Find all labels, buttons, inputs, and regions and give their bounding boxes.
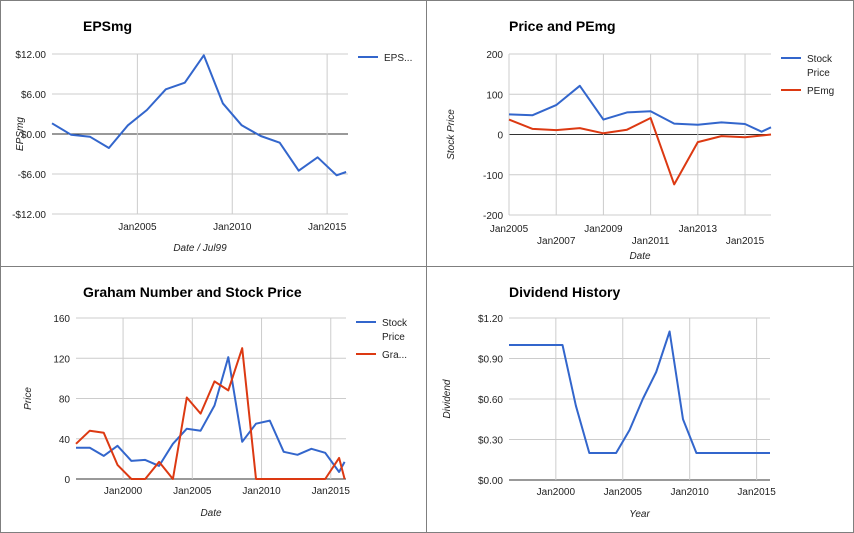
y-axis-label: EPSmg bbox=[15, 117, 26, 151]
x-tick-label: Jan2000 bbox=[537, 487, 576, 498]
y-tick-label: $0.00 bbox=[21, 130, 46, 141]
legend-label: EPS... bbox=[384, 53, 412, 64]
chart-panel-price-pemg: Price and PEmg 200 100 0 -100 -200 Jan2005 Jan2… bbox=[426, 0, 854, 267]
series-line bbox=[75, 347, 346, 480]
chart-title: Dividend History bbox=[509, 284, 620, 300]
x-axis-label: Date bbox=[200, 508, 222, 519]
x-axis-label: Date bbox=[629, 251, 651, 262]
x-tick-label: Jan2015 bbox=[726, 236, 765, 247]
chart-svg: Graham Number and Stock Price 160 120 80 40 0… bbox=[23, 284, 408, 519]
x-tick-label: Jan2015 bbox=[312, 486, 351, 497]
y-tick-label: -200 bbox=[483, 211, 503, 222]
y-tick-label: $12.00 bbox=[15, 50, 46, 61]
legend-label: Stock Price bbox=[807, 54, 833, 79]
y-tick-label: 80 bbox=[59, 395, 71, 406]
legend-label: Stock Price bbox=[382, 318, 408, 343]
x-tick-label: Jan2005 bbox=[173, 486, 212, 497]
x-tick-label: Jan2005 bbox=[118, 222, 157, 233]
x-tick-label: Jan2011 bbox=[632, 236, 670, 247]
chart-svg: Price and PEmg 200 100 0 -100 -200 Jan2005 Jan2… bbox=[446, 18, 834, 262]
series-line bbox=[508, 84, 772, 133]
y-tick-label: -$6.00 bbox=[18, 170, 47, 181]
chart-svg: Dividend History $1.20 $0.90 $0.60 $0.30 $0.0… bbox=[442, 284, 776, 520]
x-tick-label: Jan2010 bbox=[242, 486, 281, 497]
x-tick-label: Jan2015 bbox=[737, 487, 776, 498]
y-tick-label: 120 bbox=[53, 354, 70, 365]
y-tick-label: $0.30 bbox=[478, 436, 503, 447]
x-axis-label: Year bbox=[629, 509, 650, 520]
chart-panel-graham-number: Graham Number and Stock Price 160 120 80 40 0… bbox=[0, 266, 427, 533]
y-tick-label: $0.00 bbox=[478, 476, 503, 487]
y-tick-label: -$12.00 bbox=[12, 210, 46, 221]
legend-label: PEmg bbox=[807, 86, 834, 97]
chart-title: Graham Number and Stock Price bbox=[83, 284, 302, 300]
x-tick-label: Jan2010 bbox=[671, 487, 710, 498]
x-tick-label: Jan2015 bbox=[308, 222, 347, 233]
y-axis-label: Dividend bbox=[442, 379, 453, 418]
x-axis-label: Date / Jul99 bbox=[173, 243, 227, 254]
x-tick-label: Jan2009 bbox=[584, 224, 623, 235]
x-tick-label: Jan2005 bbox=[604, 487, 643, 498]
y-tick-label: $1.20 bbox=[478, 314, 503, 325]
x-tick-label: Jan2000 bbox=[104, 486, 143, 497]
series-line bbox=[76, 356, 346, 473]
y-tick-label: 100 bbox=[486, 90, 503, 101]
y-tick-label: $0.90 bbox=[478, 355, 503, 366]
y-tick-label: 40 bbox=[59, 435, 71, 446]
y-tick-label: 0 bbox=[497, 131, 503, 142]
x-tick-label: Jan2007 bbox=[537, 236, 576, 247]
y-tick-label: 200 bbox=[486, 50, 503, 61]
chart-panel-epsmg: EPSmg $12.00 $6.00 $0.00 -$6.00 -$12.00 Jan200… bbox=[0, 0, 427, 267]
series-line bbox=[51, 54, 347, 177]
chart-svg: EPSmg $12.00 $6.00 $0.00 -$6.00 -$12.00 Jan200… bbox=[12, 18, 412, 254]
x-tick-label: Jan2013 bbox=[679, 224, 718, 235]
legend-label: Gra... bbox=[382, 350, 407, 361]
y-tick-label: $0.60 bbox=[478, 395, 503, 406]
y-axis-label: Price bbox=[23, 387, 34, 410]
y-tick-label: 0 bbox=[64, 475, 70, 486]
chart-title: EPSmg bbox=[83, 18, 132, 34]
x-tick-label: Jan2010 bbox=[213, 222, 252, 233]
y-axis-label: Stock Price bbox=[446, 109, 457, 160]
y-tick-label: 160 bbox=[53, 314, 70, 325]
series-line bbox=[508, 117, 772, 186]
x-tick-label: Jan2005 bbox=[490, 224, 529, 235]
chart-title: Price and PEmg bbox=[509, 18, 616, 34]
y-tick-label: $6.00 bbox=[21, 90, 46, 101]
y-tick-label: -100 bbox=[483, 171, 503, 182]
chart-panel-dividend-history: Dividend History $1.20 $0.90 $0.60 $0.30 $0.0… bbox=[426, 266, 854, 533]
series-line bbox=[509, 330, 770, 454]
